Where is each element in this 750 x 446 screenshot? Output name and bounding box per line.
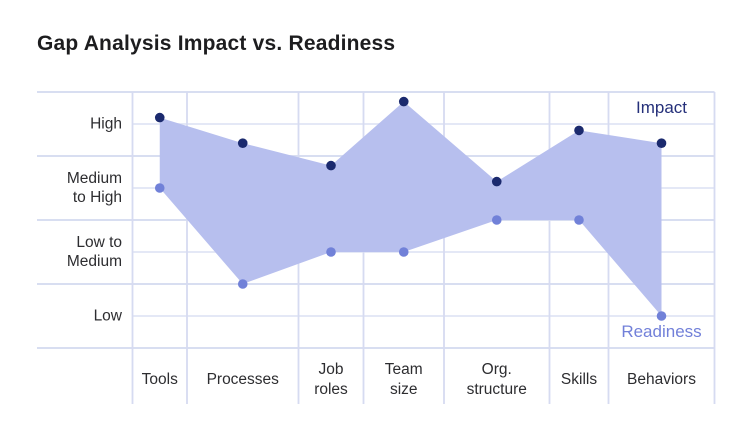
readiness-point-skills — [574, 215, 584, 225]
impact-point-job-roles — [326, 160, 336, 171]
readiness-point-tools — [154, 183, 165, 193]
readiness-point-job-roles — [326, 247, 336, 257]
impact-point-team-size — [398, 96, 409, 107]
legend-impact-label: Impact — [635, 98, 688, 117]
impact-point-tools — [154, 112, 165, 123]
readiness-point-processes — [237, 279, 248, 289]
impact-point-skills — [574, 125, 584, 136]
chart-title: Gap Analysis Impact vs. Readiness — [37, 32, 396, 55]
gap-band — [159, 101, 662, 316]
impact-point-processes — [237, 138, 248, 148]
readiness-point-team-size — [398, 247, 409, 257]
legend-readiness-label: Readiness — [621, 322, 702, 341]
impact-point-behaviors — [656, 138, 667, 148]
readiness-point-org-structure — [491, 215, 502, 225]
readiness-point-behaviors — [656, 311, 667, 321]
impact-point-org-structure — [491, 176, 502, 187]
